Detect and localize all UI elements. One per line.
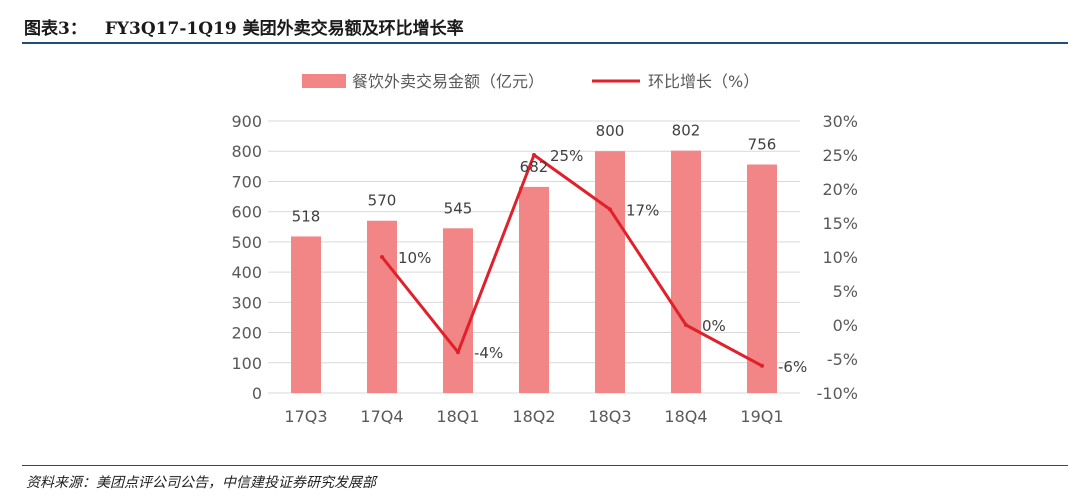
- line-data-label: -6%: [778, 358, 807, 376]
- line-data-labels: 10% -4% 25% 17% 0% -6%: [398, 147, 807, 376]
- title-divider: [22, 42, 1068, 44]
- legend: 餐饮外卖交易金额（亿元） 环比增长（%）: [302, 72, 759, 91]
- right-axis-tick-label: 5%: [833, 282, 858, 301]
- left-axis-tick-label: 900: [231, 112, 262, 131]
- left-axis-ticks: 0 100 200 300 400 500 600 700 800 900: [231, 112, 262, 403]
- right-axis-tick-label: 15%: [822, 214, 858, 233]
- right-axis-tick-label: -10%: [817, 384, 858, 403]
- x-axis-tick-label: 18Q2: [512, 407, 555, 426]
- right-axis-tick-label: 30%: [822, 112, 858, 131]
- left-axis-tick-label: 300: [231, 293, 262, 312]
- source-divider: [22, 465, 1068, 466]
- left-axis-tick-label: 200: [231, 324, 262, 343]
- left-axis-tick-label: 100: [231, 354, 262, 373]
- line-data-label: 10%: [398, 249, 431, 267]
- right-axis-tick-label: -5%: [827, 350, 858, 369]
- x-axis-tick-label: 17Q3: [284, 407, 327, 426]
- line-data-label: -4%: [474, 344, 503, 362]
- bar: [595, 151, 625, 393]
- legend-bar-swatch: [302, 74, 346, 88]
- left-axis-tick-label: 500: [231, 233, 262, 252]
- right-axis-tick-label: 20%: [822, 180, 858, 199]
- x-axis-tick-label: 18Q3: [588, 407, 631, 426]
- legend-bar-label: 餐饮外卖交易金额（亿元）: [352, 72, 544, 91]
- line-series: [380, 153, 764, 368]
- source-note: 资料来源：美团点评公司公告，中信建投证券研究发展部: [26, 475, 376, 491]
- bar-data-label: 682: [520, 158, 549, 176]
- bar: [443, 228, 473, 393]
- bar-data-label: 802: [672, 122, 701, 140]
- line-point: [532, 153, 536, 157]
- left-axis-tick-label: 600: [231, 203, 262, 222]
- x-axis-tick-label: 17Q4: [360, 407, 403, 426]
- line-data-label: 17%: [626, 201, 659, 219]
- figure-title-text: FY3Q17-1Q19 美团外卖交易额及环比增长率: [104, 19, 464, 39]
- bar-data-label: 518: [292, 207, 321, 225]
- x-axis-tick-label: 18Q1: [436, 407, 479, 426]
- bar-data-label: 545: [444, 199, 473, 217]
- line-point: [380, 255, 384, 259]
- line-point: [684, 323, 688, 327]
- line-data-label: 0%: [702, 317, 726, 335]
- left-axis-tick-label: 700: [231, 172, 262, 191]
- growth-line: [380, 153, 763, 368]
- x-axis-ticks: 17Q3 17Q4 18Q1 18Q2 18Q3 18Q4 19Q1: [284, 407, 783, 426]
- right-axis-tick-label: 0%: [833, 316, 858, 335]
- bar-data-label: 570: [368, 192, 397, 210]
- line-data-label: 25%: [550, 147, 583, 165]
- bar-data-label: 800: [596, 122, 625, 140]
- x-axis-tick-label: 19Q1: [740, 407, 783, 426]
- x-axis-tick-label: 18Q4: [664, 407, 707, 426]
- figure-title: 图表3： FY3Q17-1Q19 美团外卖交易额及环比增长率: [24, 14, 482, 39]
- bar-data-label: 756: [748, 136, 777, 154]
- legend-line-label: 环比增长（%）: [648, 72, 759, 91]
- line-point: [760, 363, 764, 368]
- line-point: [456, 350, 460, 355]
- right-axis-tick-label: 25%: [822, 146, 858, 165]
- right-axis-ticks: -10% -5% 0% 5% 10% 15% 20% 25% 30%: [817, 112, 858, 403]
- left-axis-tick-label: 800: [231, 142, 262, 161]
- bar: [291, 236, 321, 393]
- bar: [519, 186, 549, 393]
- line-point: [608, 207, 612, 212]
- figure-label: 图表3：: [24, 19, 87, 39]
- bar: [747, 164, 777, 393]
- bar-data-labels: 518 570 545 682 800 802 756: [292, 122, 777, 226]
- left-axis-tick-label: 0: [252, 384, 262, 403]
- right-axis-tick-label: 10%: [822, 248, 858, 267]
- left-axis-tick-label: 400: [231, 263, 262, 282]
- bar-series: [291, 150, 777, 393]
- bar: [671, 150, 701, 393]
- bar: [367, 220, 397, 393]
